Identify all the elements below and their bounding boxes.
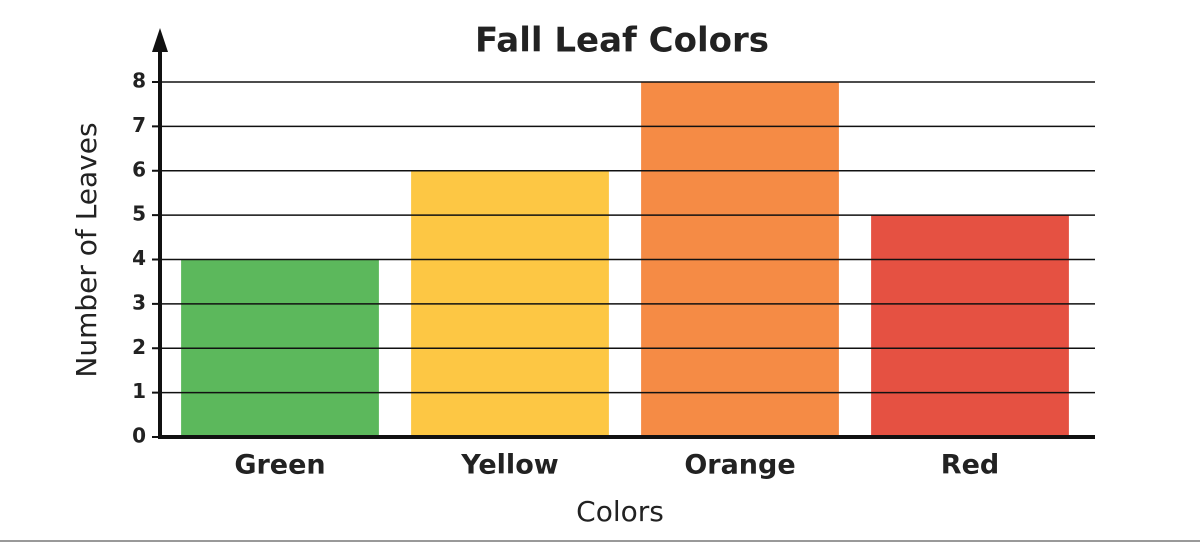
y-tick-label: 7 [132,113,146,137]
y-tick-label: 8 [132,69,146,93]
x-tick-label: Red [941,450,999,481]
chart-title: Fall Leaf Colors [475,21,769,61]
y-tick-label: 4 [132,246,146,270]
y-tick-label: 2 [132,335,146,359]
y-tick-label: 5 [132,202,146,226]
x-axis-label: Colors [576,495,664,528]
y-tick-label: 3 [132,290,146,314]
y-tick-label: 1 [132,379,146,403]
x-tick-label: Orange [684,450,795,481]
y-axis-label: Number of Leaves [70,122,103,377]
bar [871,215,1069,437]
x-tick-label: Yellow [460,450,558,481]
y-tick-label: 6 [132,157,146,181]
y-axis-arrow [152,28,168,52]
x-tick-label: Green [234,450,325,481]
y-tick-label: 0 [132,424,146,448]
